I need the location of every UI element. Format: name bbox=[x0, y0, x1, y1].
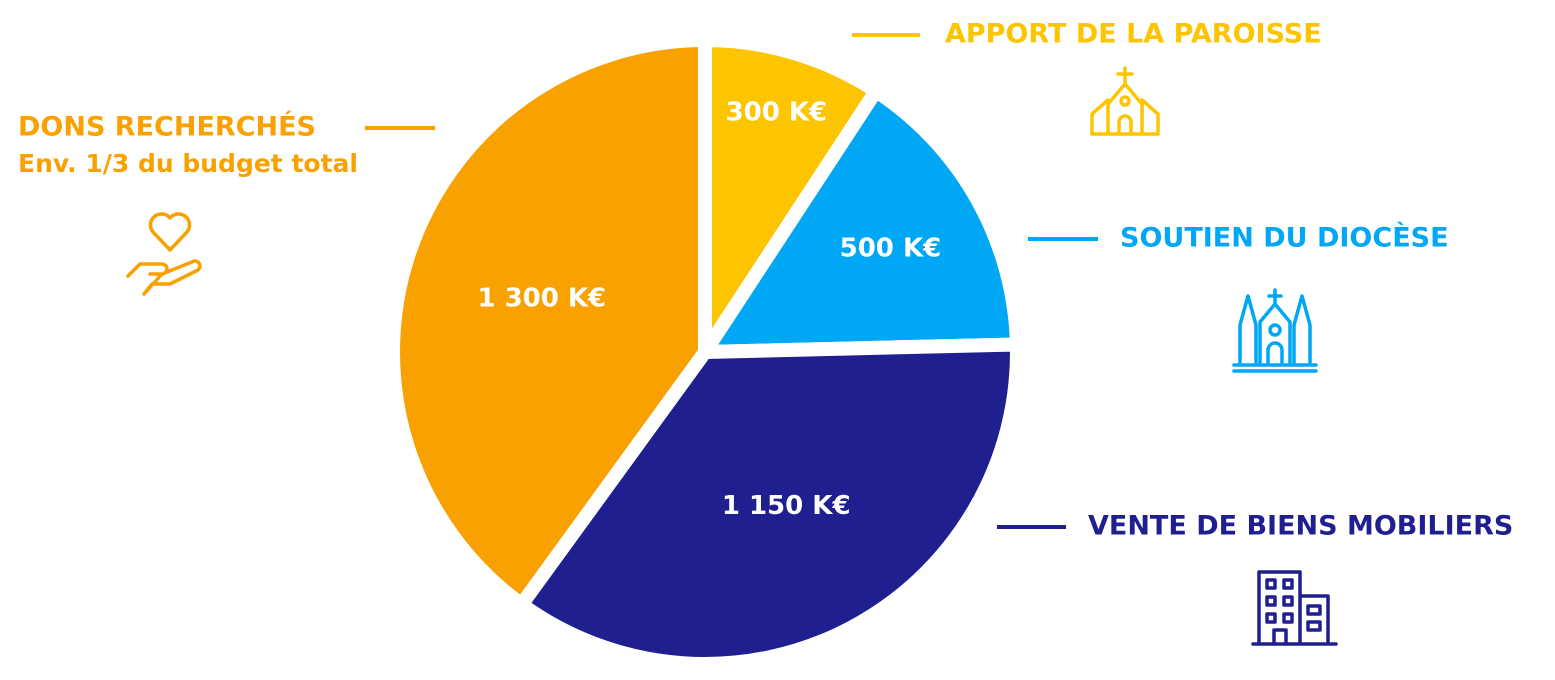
labels: 300 K€ 500 K€ 1 150 K€ 1 300 K€ APPORT DE LA… bbox=[18, 19, 1513, 542]
pie bbox=[386, 32, 1025, 671]
legend-label: SOUTIEN DU DIOCÈSE bbox=[1120, 222, 1449, 254]
pie-slice bbox=[691, 81, 1025, 360]
value-label: 500 K€ bbox=[840, 233, 942, 263]
building-icon bbox=[1251, 570, 1338, 646]
value-label: 300 K€ bbox=[726, 97, 828, 127]
church-icon bbox=[1090, 66, 1160, 136]
legend-label: VENTE DE BIENS MOBILIERS bbox=[1088, 511, 1513, 542]
annotation: Env. 1/3 du budget total bbox=[18, 149, 358, 178]
legend-label: DONS RECHERCHÉS bbox=[18, 111, 316, 143]
value-label: 1 300 K€ bbox=[477, 283, 606, 313]
legend-label: APPORT DE LA PAROISSE bbox=[945, 19, 1322, 50]
pie-slice bbox=[386, 32, 712, 615]
donation-icon bbox=[126, 212, 202, 296]
pie-slice bbox=[511, 337, 1024, 671]
value-label: 1 150 K€ bbox=[722, 491, 851, 521]
cathedral-icon bbox=[1232, 288, 1318, 373]
